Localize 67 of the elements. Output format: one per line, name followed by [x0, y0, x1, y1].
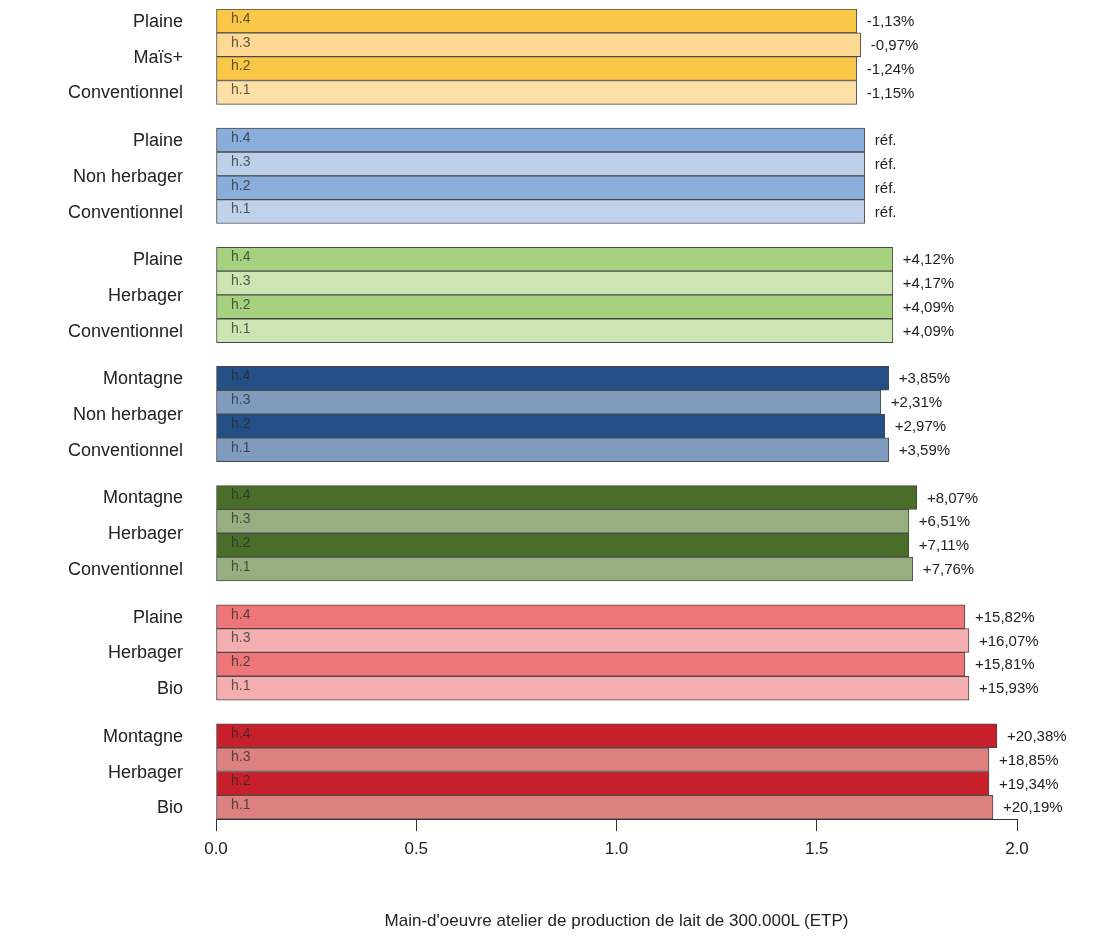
y-tick-label: h.3 — [231, 33, 251, 50]
annotation: réf. — [874, 178, 897, 196]
y-tick-label: h.1 — [231, 81, 251, 98]
annotation: +19,34% — [998, 774, 1059, 792]
text: Montagne Non herbager Conventionnel — [67, 368, 183, 460]
y-tick-label: h.3 — [231, 152, 251, 169]
y-tick-label: h.1 — [231, 319, 251, 336]
y-tick-label: h.3 — [231, 629, 251, 646]
text: Plaine Maïs+ Conventionnel — [67, 10, 183, 103]
x-tick-label: 0.0 — [204, 839, 228, 859]
annotation: +4,09% — [902, 298, 955, 316]
y-tick-label: h.1 — [231, 677, 251, 693]
x-axis-title: Main-d'oeuvre atelier de production de lait de 300.000L (ETP) — [384, 911, 849, 931]
x-tick-label: 2.0 — [1005, 839, 1029, 859]
x-tick-label: 1.0 — [604, 839, 629, 859]
annotation: +3,59% — [898, 440, 951, 458]
annotation: +3,85% — [898, 369, 951, 387]
annotation: -1,15% — [866, 83, 915, 101]
y-tick-label: h.1 — [231, 796, 251, 813]
y-tick-label: h.2 — [231, 772, 251, 789]
annotation: +16,07% — [978, 631, 1039, 649]
text: Plaine Non herbager Conventionnel — [67, 130, 183, 222]
text: Plaine Herbager Conventionnel — [67, 249, 183, 341]
annotation: +4,17% — [902, 274, 955, 292]
annotation: +8,07% — [926, 488, 979, 506]
annotation: +20,19% — [1002, 798, 1063, 816]
annotation: -0,97% — [870, 35, 919, 53]
x-tick-label: 1.5 — [804, 839, 829, 859]
annotation: +4,09% — [902, 321, 955, 339]
text: Montagne Herbager Bio — [102, 725, 183, 818]
y-tick-label: h.4 — [231, 9, 251, 26]
y-tick-label: h.3 — [231, 510, 251, 527]
x-tick-label: 0.5 — [404, 839, 429, 859]
y-tick-label: h.4 — [231, 724, 251, 741]
y-tick-label: h.1 — [231, 200, 251, 217]
y-tick-label: h.2 — [231, 176, 251, 193]
y-tick-label: h.4 — [231, 128, 251, 145]
y-tick-label: h.4 — [231, 248, 251, 265]
annotation: réf. — [874, 155, 897, 173]
y-tick-label: h.2 — [231, 414, 251, 431]
annotation: +20,38% — [1006, 726, 1067, 744]
y-tick-label: h.3 — [231, 391, 251, 408]
annotation: +15,93% — [978, 679, 1039, 697]
text: Plaine Herbager Bio — [107, 606, 183, 699]
y-tick-label: h.1 — [231, 438, 251, 455]
annotation: +2,97% — [894, 417, 947, 435]
annotation: +2,31% — [890, 393, 943, 411]
text: Montagne Herbager Conventionnel — [67, 487, 183, 579]
y-tick-label: h.3 — [231, 271, 251, 288]
y-tick-label: h.3 — [231, 748, 251, 765]
annotation: réf. — [874, 202, 897, 220]
annotation: +7,76% — [922, 560, 975, 578]
y-tick-label: h.2 — [231, 295, 251, 312]
annotation: -1,24% — [866, 59, 915, 77]
annotation: +18,85% — [998, 750, 1059, 768]
annotation: +4,12% — [902, 250, 955, 268]
y-tick-label: h.2 — [231, 653, 251, 670]
annotation: réf. — [874, 131, 897, 149]
y-tick-label: h.1 — [231, 557, 251, 574]
annotation: +15,81% — [974, 655, 1035, 673]
annotation: +6,51% — [918, 512, 971, 530]
annotation: -1,13% — [866, 12, 915, 30]
y-tick-label: h.4 — [231, 367, 251, 384]
y-tick-label: h.4 — [231, 605, 251, 622]
annotation: +15,82% — [974, 607, 1035, 625]
annotation: +7,11% — [918, 536, 970, 554]
y-tick-label: h.2 — [231, 57, 251, 74]
